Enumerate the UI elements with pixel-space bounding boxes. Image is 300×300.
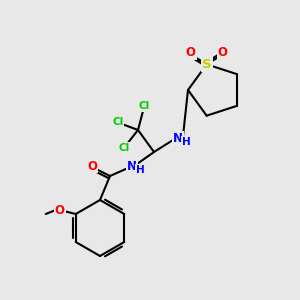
- Text: Cl: Cl: [112, 117, 124, 127]
- Text: S: S: [202, 58, 211, 71]
- Text: N: N: [173, 131, 183, 145]
- Text: H: H: [136, 165, 144, 175]
- Text: O: O: [55, 203, 65, 217]
- Text: O: O: [218, 46, 228, 59]
- Text: Cl: Cl: [138, 101, 150, 111]
- Text: N: N: [127, 160, 137, 172]
- Text: Cl: Cl: [118, 143, 130, 153]
- Text: O: O: [186, 46, 196, 59]
- Text: O: O: [87, 160, 97, 172]
- Text: H: H: [182, 137, 190, 147]
